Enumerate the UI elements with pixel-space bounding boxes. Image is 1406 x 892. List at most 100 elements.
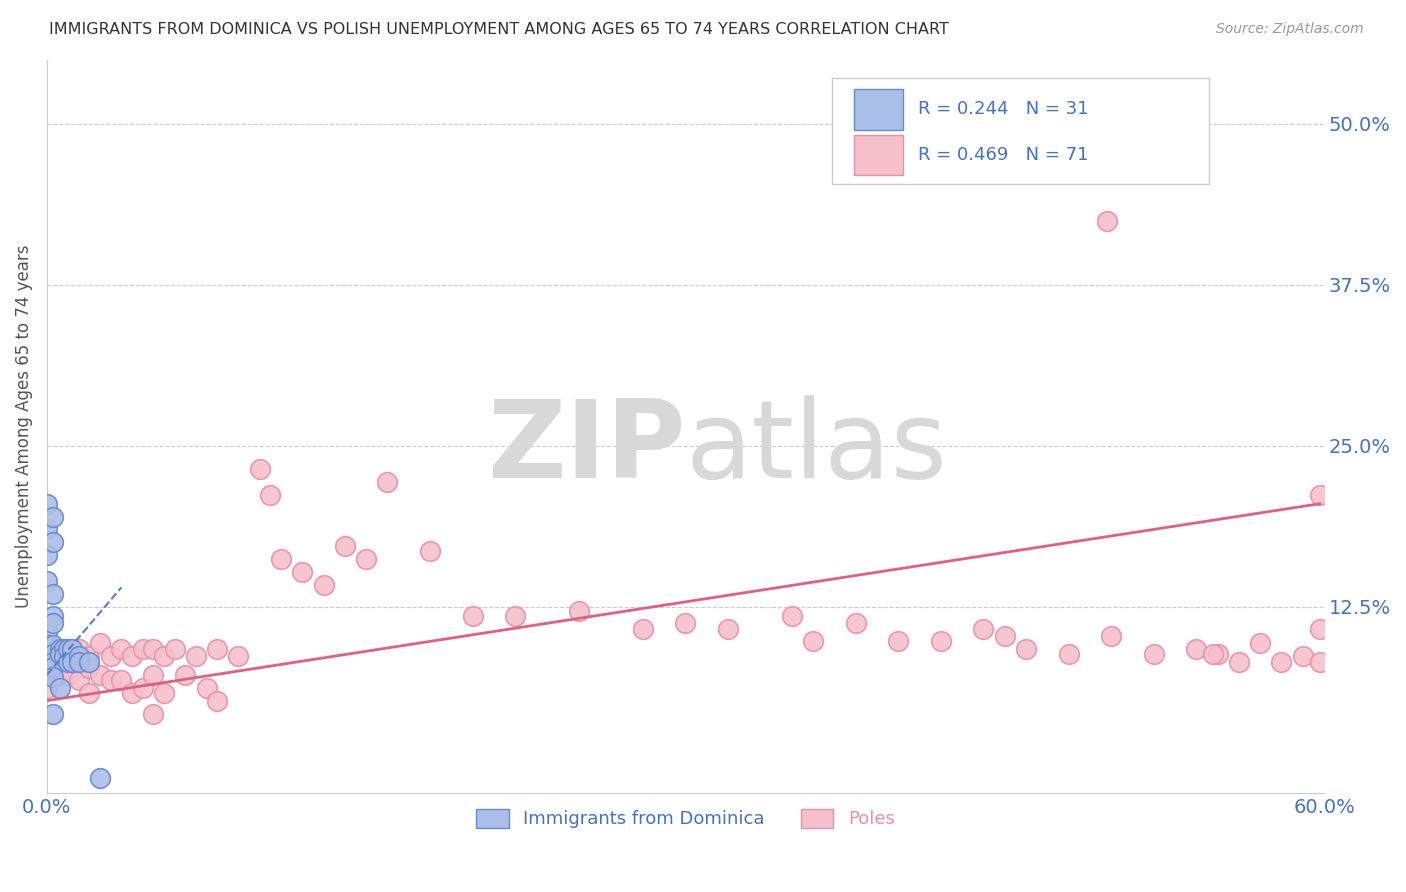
Point xyxy=(377,475,399,489)
Point xyxy=(110,673,132,687)
Point xyxy=(42,671,65,685)
Point xyxy=(35,655,58,669)
Point xyxy=(79,661,101,675)
Point xyxy=(153,648,176,663)
FancyBboxPatch shape xyxy=(853,135,903,175)
Point xyxy=(461,608,484,623)
Point xyxy=(568,603,591,617)
Point xyxy=(184,648,207,663)
Point xyxy=(1309,655,1331,669)
Point xyxy=(100,673,122,687)
Point xyxy=(354,552,377,566)
Point xyxy=(631,622,654,636)
Point xyxy=(42,660,65,674)
Point xyxy=(1227,655,1250,669)
Point xyxy=(131,681,153,695)
Point xyxy=(35,574,58,588)
Point xyxy=(994,629,1017,643)
Text: IMMIGRANTS FROM DOMINICA VS POLISH UNEMPLOYMENT AMONG AGES 65 TO 74 YEARS CORREL: IMMIGRANTS FROM DOMINICA VS POLISH UNEMP… xyxy=(49,22,949,37)
Point xyxy=(1292,648,1315,663)
Point xyxy=(845,616,868,631)
Point xyxy=(142,642,165,657)
Point xyxy=(1270,655,1292,669)
Point xyxy=(717,622,740,636)
Text: atlas: atlas xyxy=(686,395,948,501)
Point xyxy=(249,462,271,476)
Point xyxy=(46,668,69,682)
Point xyxy=(48,681,70,695)
Text: R = 0.469   N = 71: R = 0.469 N = 71 xyxy=(918,146,1088,164)
Point xyxy=(42,535,65,549)
Point xyxy=(1099,629,1122,643)
Point xyxy=(110,642,132,657)
Point xyxy=(131,642,153,657)
Point xyxy=(52,642,75,657)
Point xyxy=(153,686,176,700)
Point xyxy=(42,638,65,652)
Point xyxy=(48,642,70,657)
Point xyxy=(35,548,58,562)
Point xyxy=(56,655,79,669)
FancyBboxPatch shape xyxy=(853,89,903,129)
Y-axis label: Unemployment Among Ages 65 to 74 years: Unemployment Among Ages 65 to 74 years xyxy=(15,244,32,608)
Point xyxy=(780,608,803,623)
Point xyxy=(35,638,58,652)
Point xyxy=(801,634,824,648)
Point xyxy=(163,642,186,657)
Point xyxy=(675,616,697,631)
Point xyxy=(79,648,101,663)
Point xyxy=(887,634,910,648)
Point xyxy=(89,636,111,650)
Point xyxy=(79,655,101,669)
Point xyxy=(42,587,65,601)
Point xyxy=(42,509,65,524)
Point xyxy=(1202,648,1225,662)
Point xyxy=(972,622,994,636)
Point xyxy=(62,655,84,669)
Point xyxy=(35,668,58,682)
Point xyxy=(333,539,356,553)
Point xyxy=(195,681,218,695)
FancyBboxPatch shape xyxy=(832,78,1209,185)
Point xyxy=(1185,642,1208,657)
Point xyxy=(142,706,165,721)
Point xyxy=(419,544,441,558)
Point xyxy=(1095,213,1118,227)
Point xyxy=(67,655,90,669)
Point xyxy=(228,648,250,663)
Point xyxy=(46,642,69,657)
Point xyxy=(142,668,165,682)
Point xyxy=(35,664,58,678)
Point xyxy=(67,648,90,663)
Point xyxy=(56,668,79,682)
Point xyxy=(1249,636,1271,650)
Point xyxy=(1206,648,1229,662)
Point xyxy=(174,668,197,682)
Point xyxy=(1309,622,1331,636)
Text: ZIP: ZIP xyxy=(486,395,686,501)
Point xyxy=(291,565,314,579)
Point xyxy=(35,523,58,537)
Point xyxy=(62,642,84,657)
Point xyxy=(79,686,101,700)
Point xyxy=(121,686,143,700)
Point xyxy=(89,771,111,785)
Point xyxy=(42,608,65,623)
Point xyxy=(56,642,79,657)
Point xyxy=(35,497,58,511)
Point xyxy=(205,642,228,657)
Point xyxy=(503,608,526,623)
Point xyxy=(121,648,143,663)
Point xyxy=(42,655,65,669)
Point xyxy=(205,693,228,707)
Point xyxy=(56,648,79,663)
Text: R = 0.244   N = 31: R = 0.244 N = 31 xyxy=(918,101,1088,119)
Point xyxy=(48,648,70,662)
Point xyxy=(42,616,65,631)
Point xyxy=(52,648,75,663)
Legend: Immigrants from Dominica, Poles: Immigrants from Dominica, Poles xyxy=(470,802,901,836)
Point xyxy=(35,681,58,695)
Point xyxy=(1057,648,1080,662)
Point xyxy=(1015,642,1038,657)
Point xyxy=(35,625,58,640)
